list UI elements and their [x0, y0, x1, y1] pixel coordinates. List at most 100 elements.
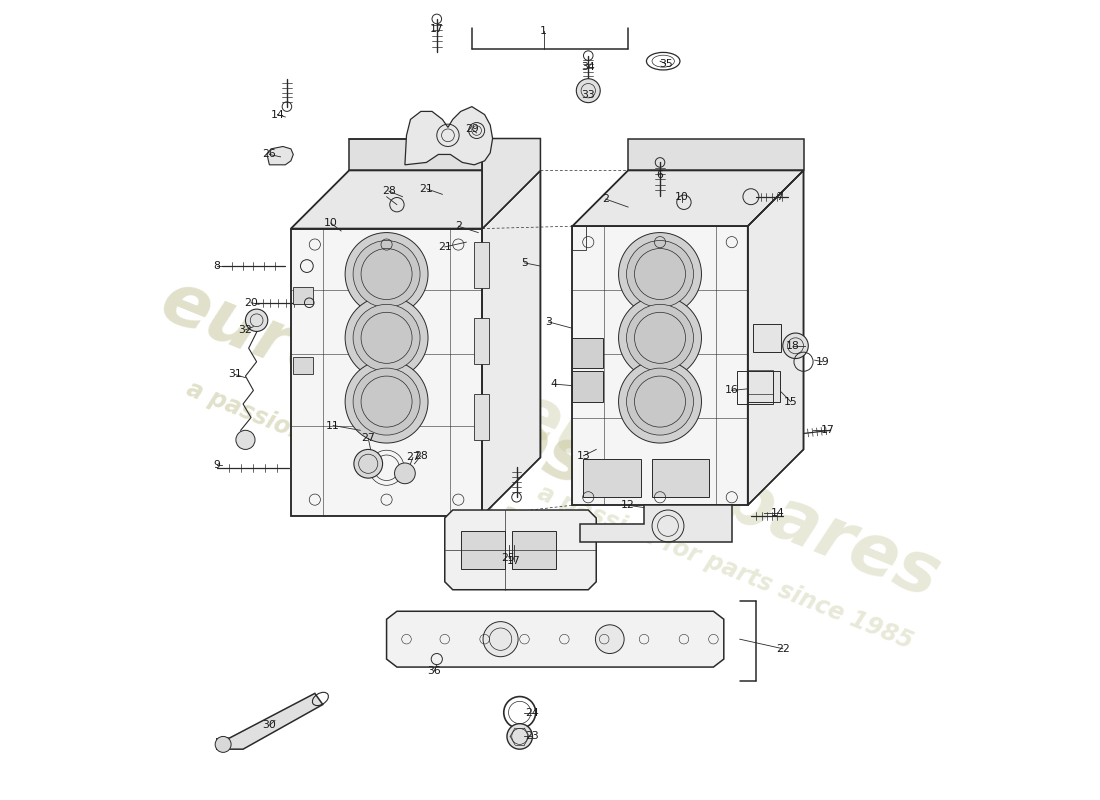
Circle shape — [353, 304, 420, 371]
Bar — [294, 286, 313, 304]
Text: 28: 28 — [414, 451, 428, 461]
Text: 3: 3 — [544, 317, 552, 327]
Circle shape — [483, 622, 518, 657]
Text: 17: 17 — [821, 426, 834, 435]
Polygon shape — [386, 611, 724, 667]
Polygon shape — [267, 146, 294, 165]
Circle shape — [627, 368, 693, 435]
Circle shape — [353, 368, 420, 435]
Circle shape — [354, 450, 383, 478]
Polygon shape — [290, 170, 540, 229]
Text: 23: 23 — [526, 731, 539, 742]
Text: 15: 15 — [784, 397, 798, 406]
Polygon shape — [290, 229, 482, 515]
Text: eurospares: eurospares — [150, 266, 600, 502]
Text: 20: 20 — [244, 298, 258, 308]
Text: 25: 25 — [502, 553, 516, 563]
Text: 10: 10 — [323, 218, 338, 228]
Text: 34: 34 — [582, 62, 595, 72]
Text: 4: 4 — [550, 379, 558, 389]
Bar — [474, 318, 488, 364]
Text: 18: 18 — [786, 341, 800, 350]
Circle shape — [783, 333, 808, 358]
Circle shape — [235, 430, 255, 450]
Text: 27: 27 — [362, 434, 375, 443]
Circle shape — [395, 463, 416, 484]
Text: 5: 5 — [521, 258, 528, 268]
Bar — [748, 370, 773, 394]
Text: 17: 17 — [430, 24, 443, 34]
Circle shape — [345, 233, 428, 315]
Polygon shape — [482, 138, 540, 229]
Text: 26: 26 — [263, 150, 276, 159]
Polygon shape — [482, 170, 540, 515]
Circle shape — [576, 78, 601, 102]
Bar — [652, 459, 710, 498]
Text: 30: 30 — [263, 720, 276, 730]
Text: 35: 35 — [659, 58, 672, 69]
Circle shape — [507, 724, 532, 749]
Text: 27: 27 — [406, 452, 420, 462]
Polygon shape — [628, 138, 803, 170]
Text: eurospares: eurospares — [500, 378, 950, 614]
Circle shape — [618, 296, 702, 379]
Polygon shape — [217, 694, 322, 749]
Text: 10: 10 — [674, 192, 689, 202]
Bar — [474, 394, 488, 440]
Text: 36: 36 — [428, 666, 441, 676]
Polygon shape — [572, 226, 748, 506]
Text: a passion for parts since 1985: a passion for parts since 1985 — [184, 378, 565, 550]
Polygon shape — [581, 506, 732, 542]
Text: 7: 7 — [777, 192, 783, 202]
Circle shape — [595, 625, 624, 654]
Text: 33: 33 — [582, 90, 595, 101]
Polygon shape — [405, 106, 493, 165]
Circle shape — [345, 360, 428, 443]
Text: 19: 19 — [816, 357, 829, 366]
Text: 6: 6 — [657, 170, 663, 180]
Text: 32: 32 — [239, 325, 252, 335]
Circle shape — [216, 737, 231, 752]
Circle shape — [345, 296, 428, 379]
Text: 21: 21 — [438, 242, 452, 252]
Bar — [461, 530, 505, 569]
Circle shape — [245, 309, 267, 331]
Bar — [748, 371, 780, 402]
Text: 14: 14 — [770, 508, 784, 518]
Text: 8: 8 — [213, 261, 220, 271]
Circle shape — [353, 241, 420, 307]
Bar — [294, 357, 313, 374]
Circle shape — [627, 304, 693, 371]
Text: 28: 28 — [382, 186, 396, 196]
Text: 12: 12 — [621, 500, 635, 510]
Text: 2: 2 — [603, 194, 609, 204]
Bar — [572, 371, 603, 402]
Text: 16: 16 — [725, 386, 738, 395]
Bar — [572, 338, 603, 368]
Bar — [754, 324, 781, 352]
Text: 29: 29 — [465, 124, 478, 134]
Circle shape — [618, 233, 702, 315]
Circle shape — [627, 241, 693, 307]
Text: 1: 1 — [540, 26, 547, 36]
Text: 22: 22 — [776, 644, 790, 654]
Text: 2: 2 — [455, 222, 462, 231]
Circle shape — [618, 360, 702, 443]
Text: 13: 13 — [576, 451, 591, 461]
Bar — [512, 530, 556, 569]
Text: 24: 24 — [526, 707, 539, 718]
Text: 14: 14 — [271, 110, 284, 119]
Text: 21: 21 — [419, 184, 433, 194]
Text: 17: 17 — [507, 556, 521, 566]
Text: 9: 9 — [213, 460, 220, 470]
Polygon shape — [748, 170, 803, 506]
Polygon shape — [349, 138, 540, 170]
Text: a passion for parts since 1985: a passion for parts since 1985 — [535, 481, 916, 654]
Polygon shape — [572, 170, 803, 226]
Text: 31: 31 — [228, 370, 242, 379]
Text: 11: 11 — [327, 421, 340, 430]
Bar — [474, 242, 488, 288]
Bar — [737, 370, 773, 404]
Polygon shape — [444, 510, 596, 590]
Bar — [583, 459, 641, 498]
